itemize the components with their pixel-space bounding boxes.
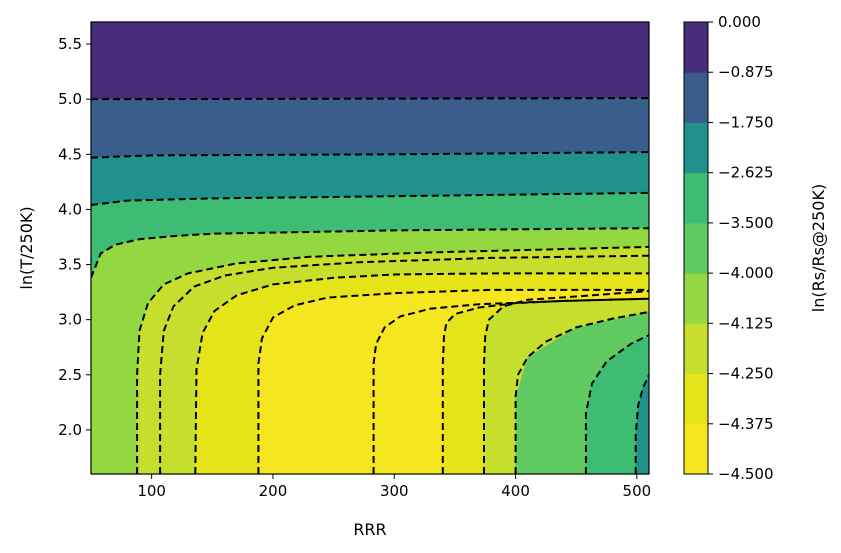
contour-fill-region [258, 289, 649, 474]
contour-line [584, 334, 649, 474]
contour-fill-region [91, 98, 649, 158]
y-tick-label: 5.5 [58, 35, 82, 53]
contour-line [136, 245, 649, 474]
x-tick-label: 200 [259, 482, 288, 500]
colorbar-ticks: −4.500 −4.375 −4.250 −4.125 −4.000 −3.500 −2.6… [708, 13, 774, 483]
contour-line [91, 191, 649, 206]
y-tick-label: 2.0 [58, 421, 82, 439]
y-axis-ticks: 2.0 2.5 3.0 3.5 4.0 4.5 5.0 5.5 [58, 35, 91, 439]
plot-frame [90, 21, 650, 475]
contour-line [91, 227, 649, 279]
colorbar-tick-label: −0.875 [718, 63, 774, 81]
contour-line [441, 297, 649, 474]
colorbar-tick-label: −4.500 [718, 465, 774, 483]
contour-line [514, 310, 649, 474]
colorbar-label: ln(Rs/Rs@250K) [809, 184, 828, 312]
contour-line [91, 97, 649, 101]
colorbar-tick-label: −3.500 [718, 214, 774, 232]
colorbar-band [684, 373, 708, 425]
colorbar-frame [683, 21, 709, 475]
contour-line [194, 272, 649, 474]
contour-fill-region [91, 22, 649, 100]
y-tick-label: 5.0 [58, 90, 82, 108]
contour-line [91, 151, 649, 159]
colorbar-band [684, 222, 708, 274]
colorbar-band [684, 273, 708, 324]
y-tick-label: 4.0 [58, 200, 82, 218]
y-axis-label: ln(T/250K) [17, 206, 36, 289]
x-tick-label: 500 [623, 482, 652, 500]
colorbar [684, 22, 708, 475]
colorbar-tick-label: 0.000 [718, 13, 761, 31]
colorbar-tick-label: −4.000 [718, 264, 774, 282]
x-axis-ticks: 100 200 300 400 500 [137, 474, 651, 500]
contour-line [483, 290, 649, 474]
contour-line-group [91, 97, 649, 474]
y-tick-label: 3.5 [58, 256, 82, 274]
contour-line [634, 374, 649, 474]
colorbar-tick-label: −2.625 [718, 164, 774, 182]
colorbar-band [684, 323, 708, 375]
y-tick-label: 3.0 [58, 311, 82, 329]
x-tick-label: 400 [501, 482, 530, 500]
colorbar-tick-label: −4.250 [718, 365, 774, 383]
contour-fill-region [635, 374, 649, 474]
x-tick-label: 100 [137, 482, 166, 500]
y-tick-label: 2.5 [58, 366, 82, 384]
x-axis-label: RRR [353, 520, 386, 539]
colorbar-tick-label: −4.375 [718, 415, 774, 433]
contour-line [159, 254, 649, 474]
colorbar-band [684, 72, 708, 123]
colorbar-band [684, 172, 708, 224]
contour-fill-region [91, 152, 649, 205]
colorbar-tick-label: −4.125 [718, 314, 774, 332]
contour-line [372, 297, 649, 474]
colorbar-band [684, 22, 708, 73]
colorbar-band [684, 423, 708, 475]
contour-fill-group [91, 22, 649, 474]
x-tick-label: 300 [380, 482, 409, 500]
y-tick-label: 4.5 [58, 145, 82, 163]
colorbar-band [684, 122, 708, 174]
contour-fill-region [91, 192, 649, 278]
contour-fill-region [585, 335, 649, 474]
colorbar-tick-label: −1.750 [718, 113, 774, 131]
